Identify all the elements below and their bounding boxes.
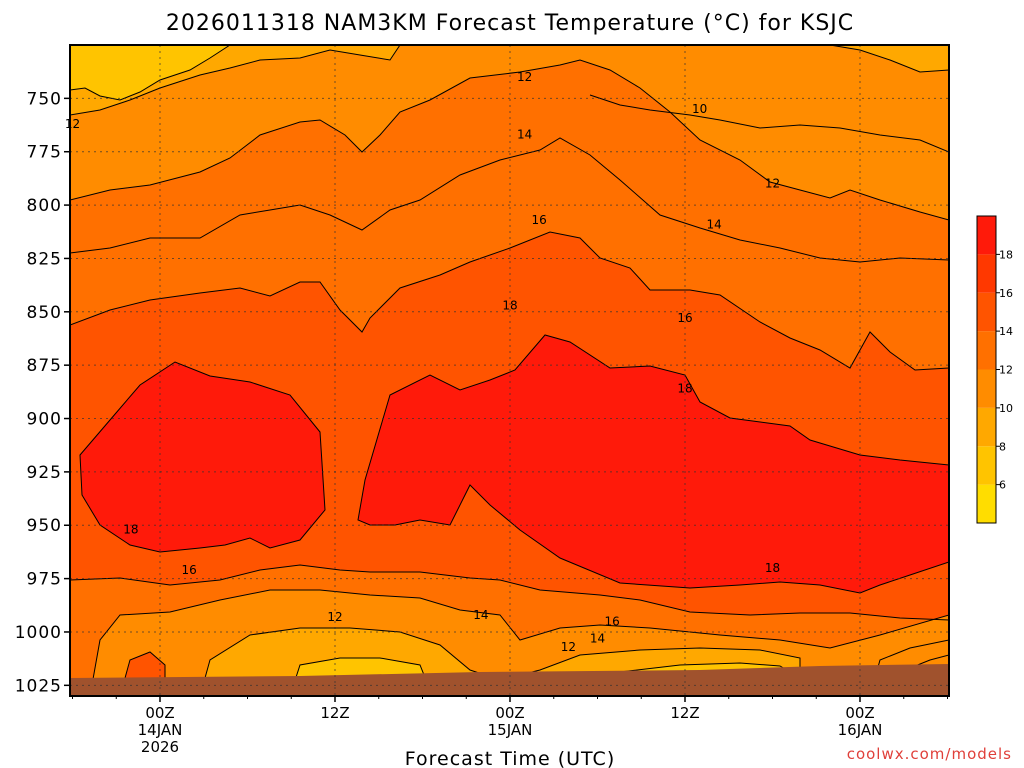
contour-10-mid xyxy=(589,94,949,153)
contour-label: 18 xyxy=(502,298,517,312)
y-tick-label: 925 xyxy=(27,463,62,483)
contour-14-upper xyxy=(70,137,949,263)
y-tick-label: 975 xyxy=(27,570,62,590)
grid-lines xyxy=(70,45,949,696)
y-tick-label: 900 xyxy=(27,410,62,430)
x-tick-label: 00Z xyxy=(145,704,174,722)
y-axis: 750 775 800 825 850 875 900 925 950 975 1000 1025 xyxy=(15,89,70,696)
contour-label: 14 xyxy=(473,608,488,622)
colorbar-swatch xyxy=(977,407,996,447)
colorbar-tick-label: 12 xyxy=(999,364,1013,377)
y-tick-label: 1000 xyxy=(15,623,62,643)
contour-label: 12 xyxy=(517,70,532,84)
colorbar-swatch xyxy=(977,292,996,332)
contour-label: 18 xyxy=(677,382,692,396)
x-tick-label: 12Z xyxy=(320,704,349,722)
contour-label: 16 xyxy=(532,213,547,227)
colorbar: 6 8 10 12 14 16 18 xyxy=(976,215,1013,524)
contour-label: 12 xyxy=(765,177,780,191)
contour-label: 14 xyxy=(707,217,722,231)
contour-8-upper xyxy=(70,45,231,101)
x-tick-label: 15JAN xyxy=(488,721,533,739)
contour-label: 14 xyxy=(590,631,605,645)
y-tick-label: 825 xyxy=(27,249,62,269)
contour-label: 12 xyxy=(65,117,80,131)
contour-label: 16 xyxy=(182,563,197,577)
x-axis-label: Forecast Time (UTC) xyxy=(405,748,615,768)
colorbar-swatch xyxy=(977,254,996,293)
y-tick-label: 775 xyxy=(27,143,62,163)
x-tick-label: 00Z xyxy=(845,704,874,722)
chart-title: 2026011318 NAM3KM Forecast Temperature (… xyxy=(166,11,854,36)
band-10-12-right xyxy=(830,45,949,72)
contour-labels: 12101214121416141816181816181214161412 xyxy=(65,70,780,654)
contour-16-surface xyxy=(119,651,166,696)
contour-14-lower xyxy=(89,589,949,696)
colorbar-tick-label: 10 xyxy=(999,402,1013,415)
y-tick-label: 850 xyxy=(27,303,62,323)
colorbar-swatch xyxy=(977,446,996,485)
ground-surface xyxy=(70,664,949,696)
colorbar-tick-label: 8 xyxy=(999,440,1006,453)
contour-18-left xyxy=(79,361,326,553)
y-tick-label: 950 xyxy=(27,516,62,536)
x-tick-label: 00Z xyxy=(495,704,524,722)
x-tick-label: 14JAN xyxy=(138,721,183,739)
band-12-14 xyxy=(70,45,949,220)
plot-area xyxy=(70,45,949,696)
x-tick-label: 16JAN xyxy=(838,721,883,739)
contour-label: 12 xyxy=(561,640,576,654)
band-18-20-left xyxy=(80,362,325,552)
y-tick-label: 875 xyxy=(27,356,62,376)
colorbar-tick-label: 6 xyxy=(999,479,1006,492)
colorbar-tick-label: 14 xyxy=(999,325,1013,338)
y-tick-label: 750 xyxy=(27,89,62,109)
y-tick-label: 1025 xyxy=(15,676,62,696)
credit-text[interactable]: coolwx.com/models xyxy=(847,745,1012,763)
band-18-20-right xyxy=(358,335,949,593)
contour-label: 16 xyxy=(677,311,692,325)
contour-label: 12 xyxy=(327,610,342,624)
contour-label: 18 xyxy=(765,561,780,575)
colorbar-swatch xyxy=(977,331,996,370)
contour-10-upper xyxy=(70,45,401,116)
contour-label: 16 xyxy=(604,614,619,628)
colorbar-tick-label: 18 xyxy=(999,248,1013,261)
x-tick-label: 12Z xyxy=(670,704,699,722)
band-8-10 xyxy=(70,45,230,100)
x-tick-label: 2026 xyxy=(141,738,179,756)
contour-label: 18 xyxy=(123,523,138,537)
contour-18-right xyxy=(357,334,949,594)
contour-12-upper xyxy=(70,59,949,221)
contour-10-right xyxy=(829,45,949,73)
colorbar-swatch xyxy=(977,216,996,255)
contour-label: 10 xyxy=(692,102,707,116)
colorbar-swatch xyxy=(977,484,996,523)
contour-label: 14 xyxy=(517,128,532,142)
colorbar-swatch xyxy=(977,369,996,408)
contour-10-lower-left xyxy=(289,657,431,696)
contour-16-upper xyxy=(70,231,949,371)
colorbar-tick-label: 16 xyxy=(999,287,1013,300)
y-tick-label: 800 xyxy=(27,196,62,216)
